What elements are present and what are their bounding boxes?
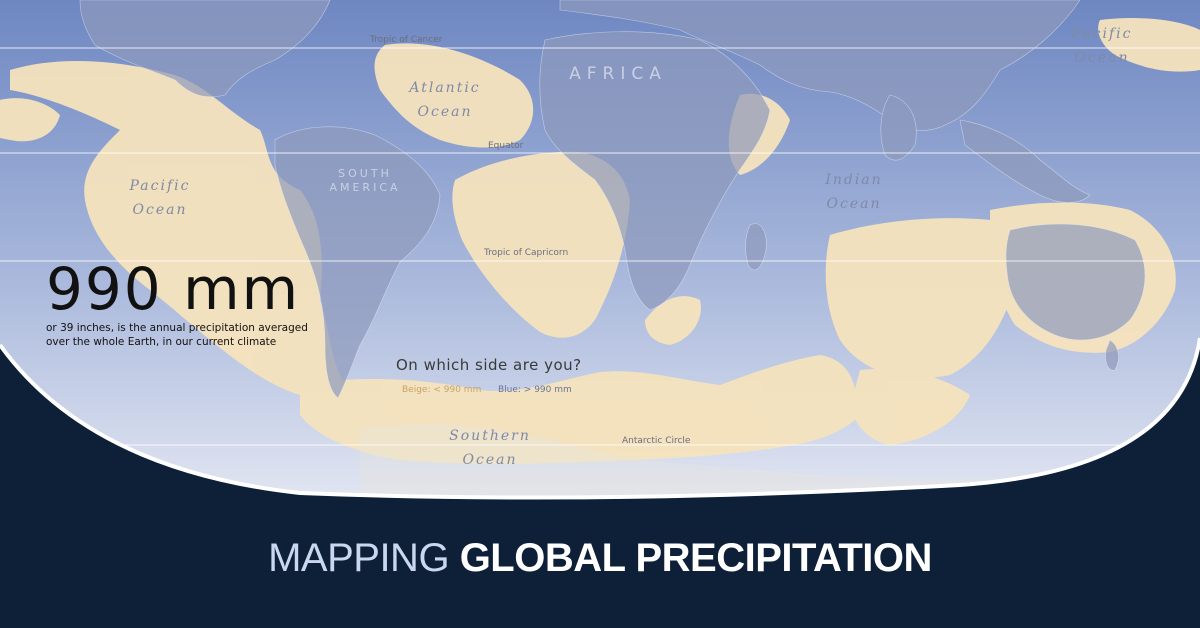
legend-blue: Blue: > 990 mm <box>498 385 572 395</box>
tropic-of-capricorn-label: Tropic of Capricorn <box>484 248 569 258</box>
continent-label-africa: AFRICA <box>569 64 667 84</box>
stat-caption-line2: over the whole Earth, in our current cli… <box>46 336 277 348</box>
ocean-label-indian: Indian Ocean <box>825 172 883 212</box>
equator-label: Equator <box>488 141 524 151</box>
stat-caption: or 39 inches, is the annual precipitatio… <box>46 321 336 349</box>
ocean-label-pacific-east: Pacific Ocean <box>129 178 191 218</box>
ocean-label-southern: Southern Ocean <box>449 428 531 468</box>
title-light-part: MAPPING <box>268 536 450 580</box>
continent-label-south-america: SOUTH AMERICA <box>329 167 401 194</box>
stat-value: 990 mm <box>46 255 301 323</box>
legend-beige: Beige: < 990 mm <box>402 385 482 395</box>
title-bold-part: GLOBAL PRECIPITATION <box>459 536 933 580</box>
map-border-arc <box>0 337 1200 500</box>
antarctic-circle-label: Antarctic Circle <box>622 436 691 446</box>
ocean-label-pacific-west: Pacific Ocean <box>1071 26 1133 66</box>
ocean-label-atlantic: Atlantic Ocean <box>409 80 481 120</box>
latitude-lines <box>0 47 1200 446</box>
stat-caption-line1: or 39 inches, is the annual precipitatio… <box>46 322 308 334</box>
question-text: On which side are you? <box>396 356 582 374</box>
page-title: MAPPING GLOBAL PRECIPITATION <box>0 530 1200 586</box>
tropic-of-cancer-label: Tropic of Cancer <box>370 35 443 45</box>
